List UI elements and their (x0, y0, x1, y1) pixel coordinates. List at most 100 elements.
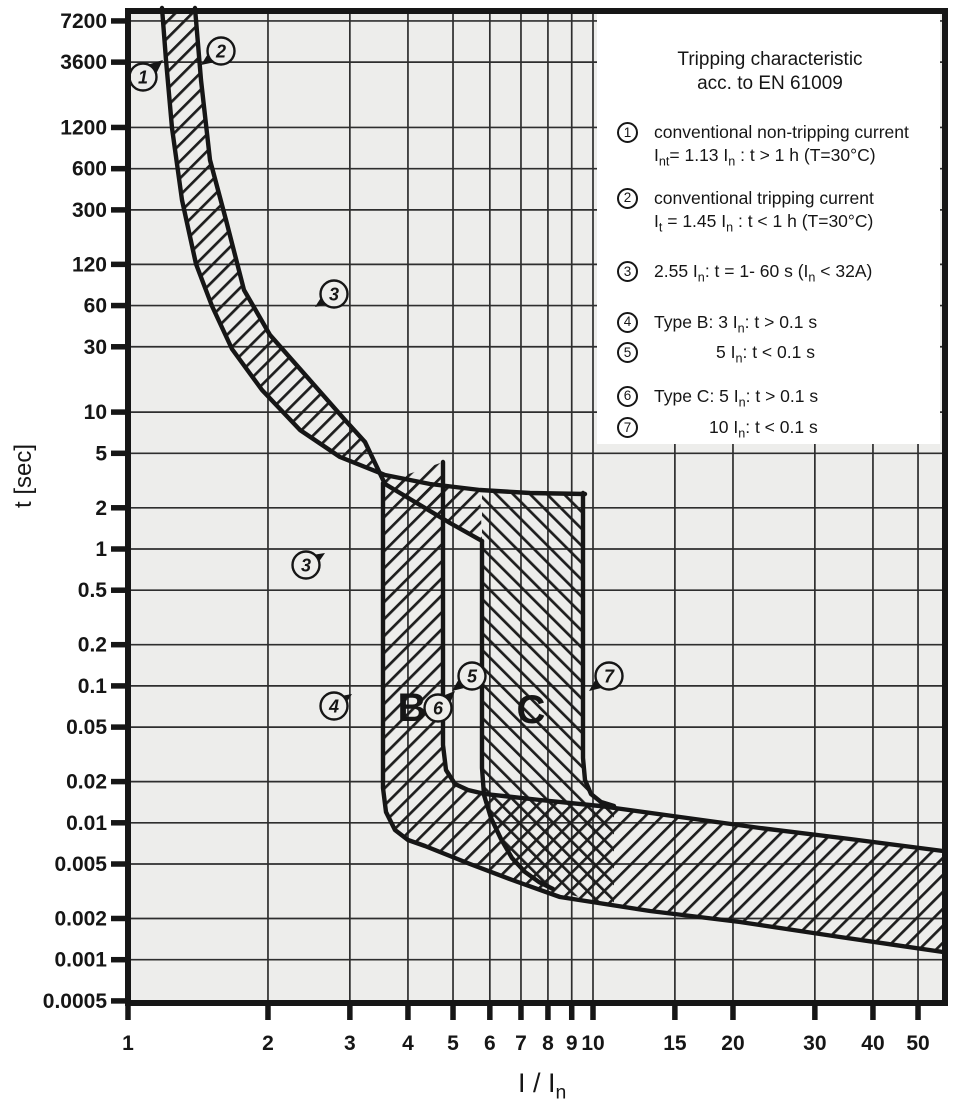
x-tick-label-4: 4 (402, 1032, 414, 1055)
y-tick-label-300: 300 (72, 199, 107, 222)
legend-title-line2: acc. to EN 61009 (697, 73, 843, 94)
x-tick-40 (870, 1003, 876, 1020)
marker-3: 3 (315, 279, 349, 309)
y-tick-label-30: 30 (84, 336, 107, 359)
y-tick-label-0.2: 0.2 (78, 634, 107, 657)
marker-circle-6 (423, 693, 453, 723)
marker-circle-3 (291, 550, 321, 580)
x-tick-10 (590, 1003, 596, 1020)
y-tick-0.01 (111, 820, 128, 826)
x-tick-label-3: 3 (344, 1032, 356, 1055)
legend-item-number-4: 4 (617, 311, 638, 333)
legend-box (597, 14, 940, 444)
x-tick-label-9: 9 (566, 1032, 578, 1055)
legend-item-4: 4 Type B: 3 In: t > 0.1 s (617, 311, 940, 341)
y-tick-3600 (111, 59, 128, 65)
frame-bottom (125, 1000, 948, 1006)
marker-pointer-1 (148, 60, 163, 74)
legend-item-text: conventional tripping current It = 1.45 I… (654, 187, 874, 235)
legend-item-1: 1 conventional non-tripping current Int= 1… (617, 121, 940, 174)
x-tick-label-6: 6 (484, 1032, 496, 1055)
x-tick-4 (405, 1003, 411, 1020)
marker-7: 7 (589, 661, 624, 691)
x-tick-9 (568, 1003, 575, 1020)
x-tick-5 (450, 1003, 456, 1020)
x-tick-label-30: 30 (803, 1032, 826, 1055)
axis-tick-labels: 7200360012006003001206030105210.50.20.10… (43, 10, 930, 1055)
y-tick-600 (111, 165, 128, 172)
marker-number-1: 1 (138, 68, 148, 88)
y-tick-60 (111, 302, 128, 309)
legend-item-6: 6 Type C: 5 In: t > 0.1 s (617, 385, 940, 415)
y-tick-label-1: 1 (95, 538, 107, 561)
y-tick-0.005 (111, 861, 128, 867)
x-tick-label-10: 10 (581, 1032, 604, 1055)
legend-box-background (597, 14, 940, 444)
legend: Tripping characteristic acc. to EN 61009… (600, 48, 940, 446)
legend-item-text: Type B: 3 In: t > 0.1 s (654, 311, 818, 336)
y-tick-label-1200: 1200 (60, 116, 107, 139)
x-tick-20 (730, 1003, 736, 1020)
x-tick-label-20: 20 (721, 1032, 744, 1055)
marker-number-7: 7 (604, 667, 615, 687)
legend-item-number-3: 3 (617, 261, 638, 282)
x-tick-8 (545, 1003, 551, 1020)
legend-title: Tripping characteristic acc. to EN 61009 (600, 48, 940, 96)
x-tick-label-5: 5 (447, 1032, 459, 1055)
x-tick-label-2: 2 (262, 1032, 274, 1055)
marker-3: 3 (291, 550, 325, 580)
marker-number-4: 4 (328, 697, 339, 717)
x-tick-50 (915, 1003, 921, 1020)
y-tick-30 (111, 344, 128, 350)
y-tick-0.001 (111, 956, 128, 963)
band-boundary-curves (159, 5, 946, 955)
legend-item-2: 2 conventional tripping current It = 1.45 … (617, 187, 940, 240)
y-tick-label-0.001: 0.001 (54, 949, 107, 972)
y-tick-label-10: 10 (84, 401, 107, 424)
legend-item-5: 5 5 In: t < 0.1 s (617, 341, 940, 371)
y-tick-label-0.002: 0.002 (54, 907, 107, 930)
y-tick-label-0.02: 0.02 (66, 771, 107, 794)
y-tick-label-0.5: 0.5 (78, 579, 108, 602)
y-tick-label-5: 5 (95, 442, 107, 465)
x-tick-3 (347, 1003, 353, 1020)
marker-number-3: 3 (329, 285, 339, 305)
x-tick-label-50: 50 (906, 1032, 929, 1055)
x-tick-label-15: 15 (663, 1032, 687, 1055)
axis-ticks (111, 18, 921, 1020)
legend-item-7: 7 10 In: t < 0.1 s (617, 416, 940, 446)
legend-items: 1 conventional non-tripping current Int= 1… (600, 121, 940, 446)
marker-2: 2 (201, 36, 236, 66)
marker-4: 4 (319, 691, 352, 721)
y-tick-label-600: 600 (72, 158, 107, 181)
x-tick-2 (265, 1003, 271, 1020)
marker-number-3: 3 (301, 556, 311, 576)
marker-pointer-7 (589, 677, 604, 691)
x-tick-label-40: 40 (861, 1032, 884, 1055)
y-tick-0.02 (111, 778, 128, 785)
marker-number-6: 6 (433, 699, 444, 719)
curve-1-non-tripping (159, 5, 588, 497)
y-tick-label-0.01: 0.01 (66, 812, 107, 835)
y-tick-10 (111, 409, 128, 415)
x-tick-label-7: 7 (515, 1032, 527, 1055)
frame-top (125, 8, 948, 14)
marker-5: 5 (452, 661, 487, 691)
legend-item-3: 3 2.55 In: t = 1- 60 s (In < 32A) (617, 260, 940, 290)
y-tick-7200 (111, 18, 128, 24)
x-tick-30 (812, 1003, 818, 1020)
legend-item-number-5: 5 (617, 342, 638, 363)
y-tick-0.5 (111, 587, 128, 593)
marker-circle-2 (206, 36, 236, 66)
x-tick-label-1: 1 (122, 1032, 134, 1055)
marker-number-5: 5 (467, 667, 478, 687)
x-tick-6 (487, 1003, 493, 1020)
legend-item-number-6: 6 (617, 385, 638, 407)
y-tick-label-0.005: 0.005 (54, 853, 107, 876)
curve-2-tripping (192, 5, 485, 544)
marker-pointer-5 (452, 677, 467, 691)
type-b-right-boundary (440, 459, 946, 854)
marker-circle-5 (457, 661, 487, 691)
type-b-label: B (398, 686, 427, 730)
